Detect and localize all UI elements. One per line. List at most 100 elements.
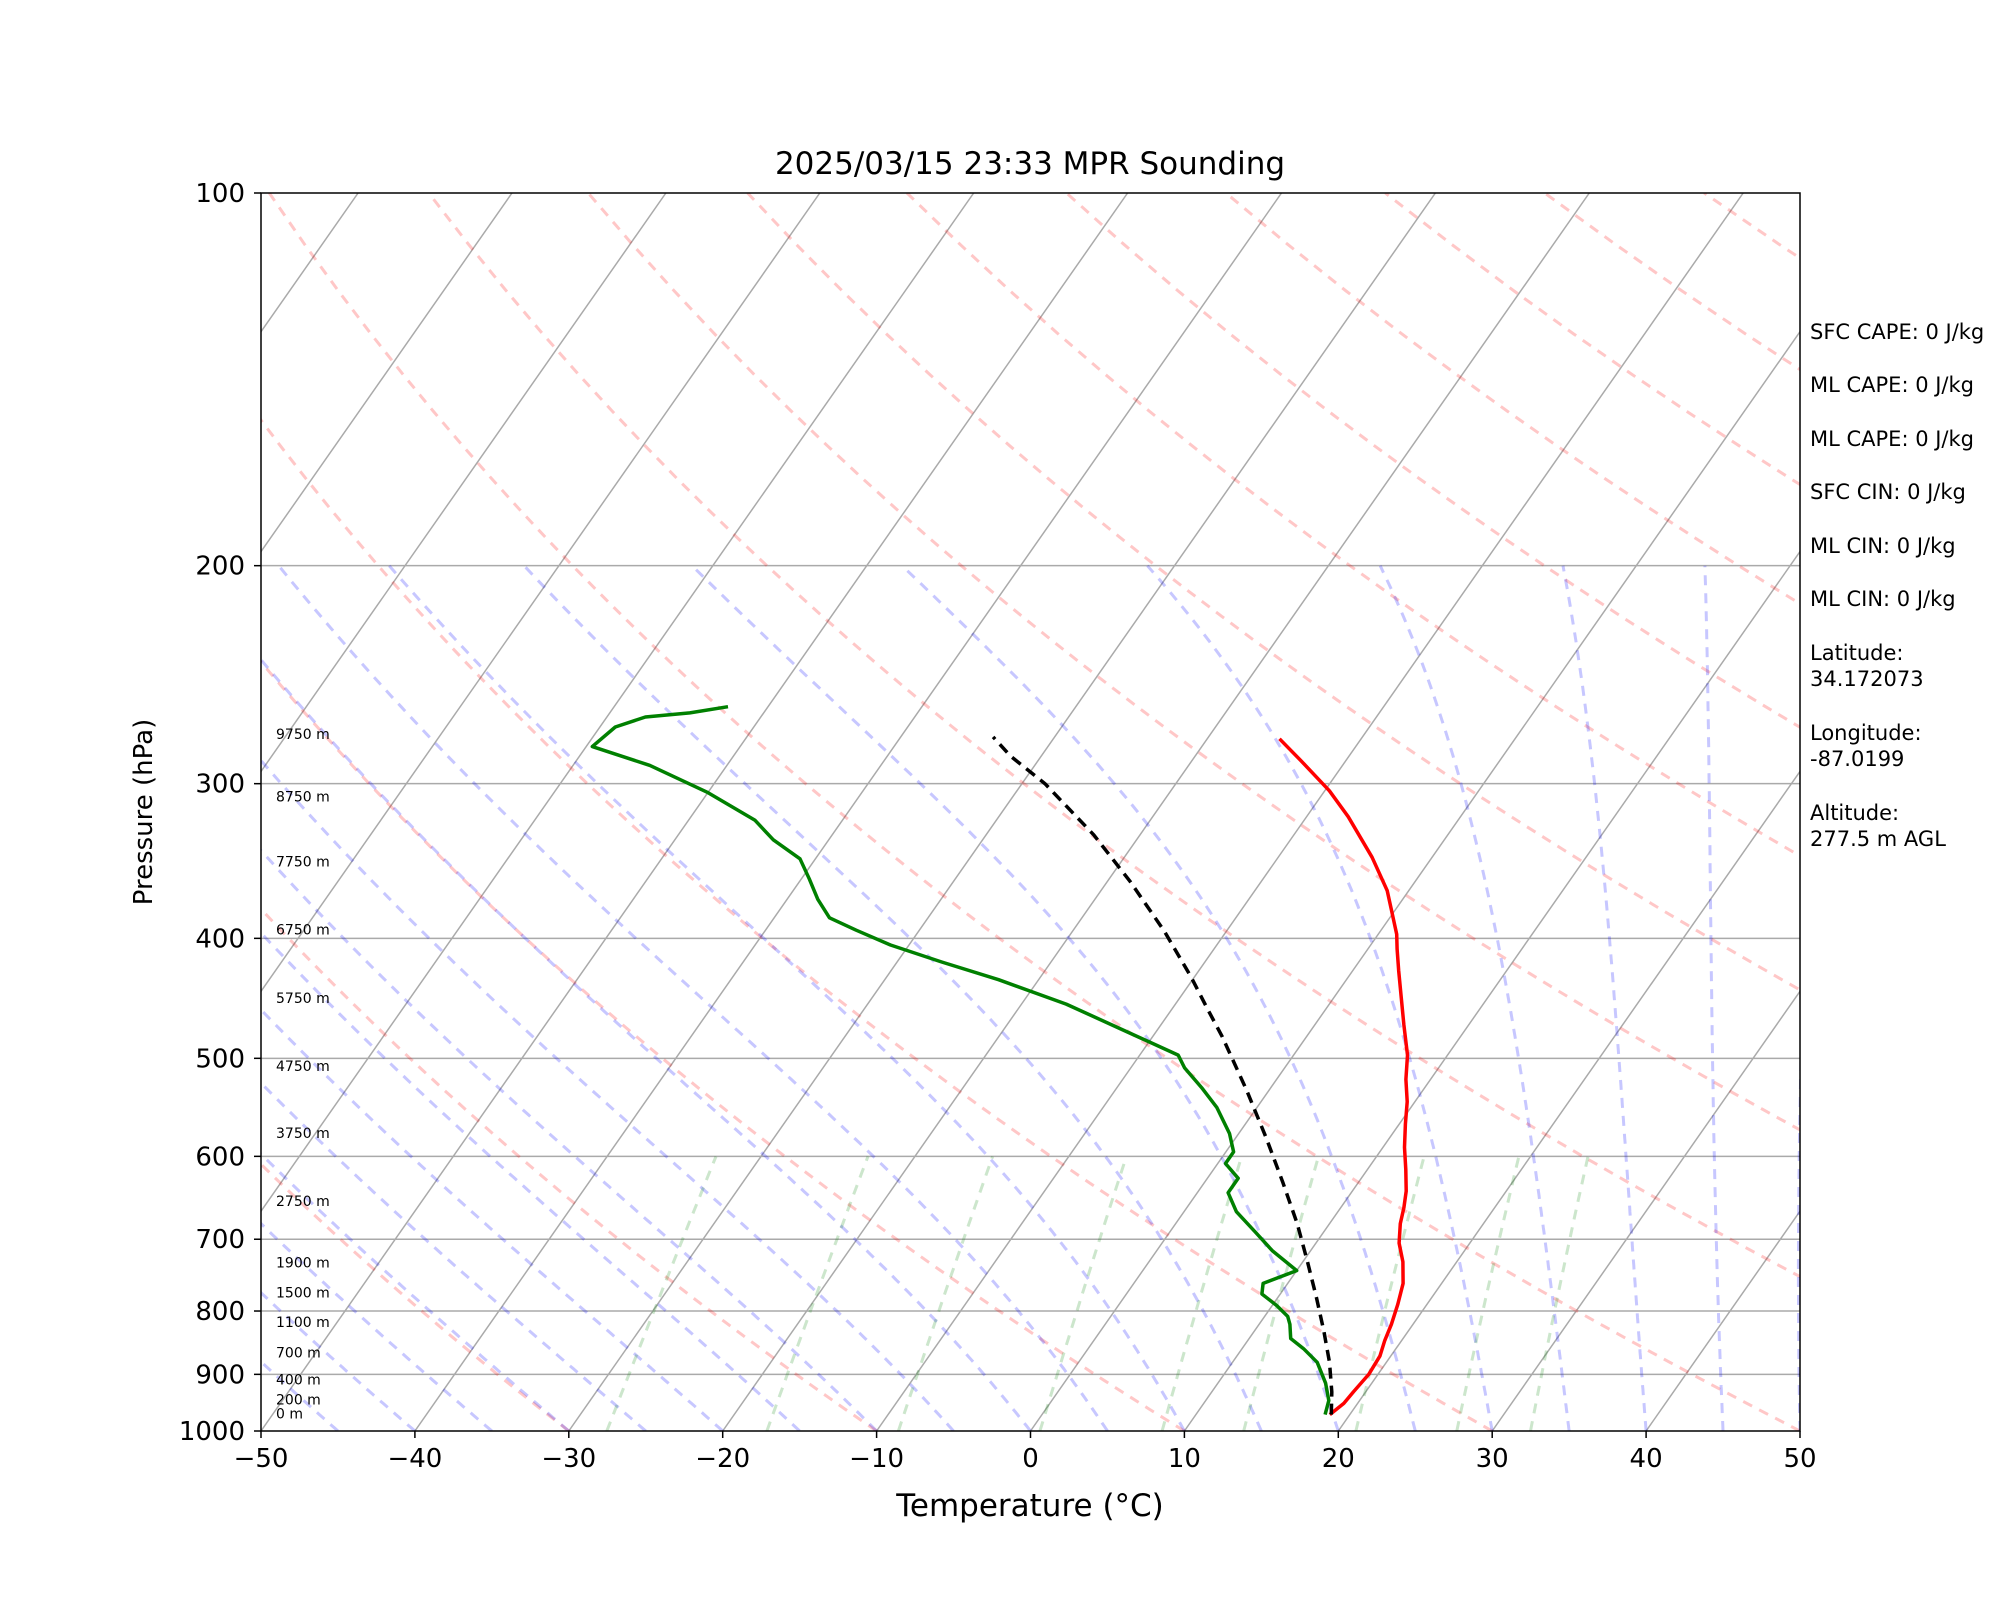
y-tick-label: 400	[195, 924, 245, 954]
isotherm-line	[0, 193, 50, 1431]
mixing-ratio-line	[896, 1155, 995, 1431]
moist-adiabat-line	[261, 1290, 416, 1431]
altitude-readout: Altitude: 277.5 m AGL	[1810, 801, 1946, 851]
dry-adiabat-line	[261, 659, 1186, 1431]
mixing-ratio-line	[605, 1155, 718, 1431]
isotherm-line	[1029, 330, 1800, 1431]
stat-ml-cape-2: ML CAPE: 0 J/kg	[1810, 427, 1975, 451]
x-axis-label: Temperature (°C)	[895, 1488, 1164, 1524]
longitude-readout: Longitude: -87.0199	[1810, 721, 1922, 771]
height-label: 0 m	[276, 1406, 303, 1422]
moist-adiabat-line	[1703, 565, 1725, 1431]
x-tick-label: 10	[1168, 1444, 1201, 1474]
isotherm-line	[261, 193, 667, 773]
mixing-ratio-line	[1529, 1156, 1590, 1431]
x-tick-label: −40	[387, 1444, 442, 1474]
stat-ml-cin-2: ML CIN: 0 J/kg	[1810, 587, 1956, 611]
axes-ticks: −50 −40 −30 −20 −10 0 10 20 30 40 50 100 200 300 400 50…	[179, 179, 1817, 1474]
isotherm-line	[568, 193, 1437, 1431]
temperature-profile	[1278, 737, 1410, 1416]
isotherm-line	[0, 193, 204, 1431]
height-label: 400 m	[276, 1372, 321, 1388]
parcel-profile	[991, 735, 1334, 1415]
y-axis-label: Pressure (hPa)	[129, 719, 159, 906]
y-tick-label: 900	[195, 1360, 245, 1390]
background-lines	[0, 193, 1800, 1431]
y-tick-label: 600	[195, 1142, 245, 1172]
height-label: 5750 m	[276, 991, 330, 1007]
stat-ml-cape: ML CAPE: 0 J/kg	[1810, 373, 1975, 397]
moist-adiabat-line	[261, 1080, 647, 1431]
x-tick-label: 20	[1322, 1444, 1355, 1474]
height-label: 1500 m	[276, 1285, 330, 1301]
stat-sfc-cin: SFC CIN: 0 J/kg	[1810, 480, 1966, 504]
isotherm-line	[722, 193, 1590, 1431]
height-label: 7750 m	[276, 855, 330, 871]
isotherm-line	[261, 193, 1129, 1431]
moist-adiabat-line	[261, 657, 1032, 1431]
stat-sfc-cape: SFC CAPE: 0 J/kg	[1810, 320, 1985, 344]
moist-adiabat-line	[1378, 565, 1571, 1431]
isotherm-line	[414, 193, 1283, 1431]
mixing-ratio-line	[1354, 1156, 1426, 1431]
isotherm-line	[1337, 770, 1800, 1431]
dewpoint-profile	[590, 704, 1331, 1416]
chart-title: 2025/03/15 23:33 MPR Sounding	[775, 146, 1285, 182]
data-lines	[590, 704, 1410, 1416]
y-tick-label: 800	[195, 1297, 245, 1327]
height-labels: 9750 m 8750 m 7750 m 6750 m 5750 m 4750 m 3750…	[276, 727, 330, 1423]
isotherm-line	[261, 193, 513, 553]
moist-adiabat-line	[261, 930, 801, 1431]
height-label: 1100 m	[276, 1315, 330, 1331]
x-tick-label: −20	[695, 1444, 750, 1474]
moist-adiabat-line	[901, 564, 1417, 1431]
moist-adiabat-line	[261, 1221, 493, 1431]
height-label: 2750 m	[276, 1194, 330, 1210]
isotherm-line	[261, 193, 975, 1213]
x-tick-label: −10	[849, 1444, 904, 1474]
dry-adiabat-line	[268, 193, 1800, 1431]
dry-adiabat-line	[261, 906, 878, 1431]
height-label: 200 m	[276, 1393, 321, 1409]
moist-adiabat-line	[261, 758, 955, 1431]
height-label: 700 m	[276, 1345, 321, 1361]
dry-adiabat-line	[587, 193, 1800, 1132]
height-label: 4750 m	[276, 1059, 330, 1075]
isotherm-line	[261, 193, 821, 993]
isotherm-line	[875, 193, 1744, 1431]
latitude-readout: Latitude: 34.172073	[1810, 641, 1924, 691]
y-tick-label: 700	[195, 1225, 245, 1255]
moist-adiabat-line	[523, 564, 1263, 1431]
y-tick-label: 300	[195, 770, 245, 800]
moist-adiabat-line	[277, 564, 1109, 1431]
y-tick-label: 500	[195, 1044, 245, 1074]
isotherm-line	[261, 193, 359, 334]
y-tick-label: 200	[195, 552, 245, 582]
height-label: 6750 m	[276, 922, 330, 938]
x-tick-label: −50	[234, 1444, 289, 1474]
mixing-ratio-line	[1160, 1155, 1244, 1431]
moist-adiabat-line	[261, 1007, 724, 1431]
y-tick-label: 100	[195, 179, 245, 209]
moist-adiabat-line	[691, 564, 1340, 1431]
x-tick-label: −30	[541, 1444, 596, 1474]
x-tick-label: 30	[1476, 1444, 1509, 1474]
moist-adiabat-line	[1796, 1039, 1800, 1431]
stat-ml-cin: ML CIN: 0 J/kg	[1810, 534, 1956, 558]
mixing-ratio-line	[1455, 1156, 1521, 1431]
x-tick-label: 50	[1783, 1444, 1816, 1474]
isotherm-line	[1491, 989, 1800, 1431]
dry-adiabat-line	[261, 417, 1493, 1431]
dry-adiabat-line	[427, 193, 1800, 1279]
moist-adiabat-line	[1146, 564, 1494, 1431]
height-label: 9750 m	[276, 727, 330, 743]
height-label: 8750 m	[276, 789, 330, 805]
isotherm-line	[1183, 550, 1800, 1431]
mixing-ratio-line	[1038, 1155, 1128, 1431]
height-label: 3750 m	[276, 1126, 330, 1142]
moist-adiabat-line	[1561, 565, 1648, 1431]
y-tick-label: 1000	[179, 1417, 245, 1447]
isotherm-line	[1645, 1209, 1800, 1431]
x-tick-label: 0	[1022, 1444, 1039, 1474]
